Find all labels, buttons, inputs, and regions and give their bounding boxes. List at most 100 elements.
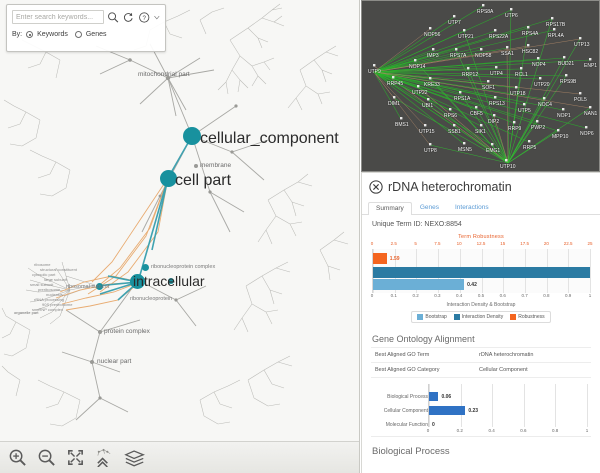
go-category-label: Molecular Function (385, 421, 428, 428)
reset-icon[interactable] (122, 11, 134, 24)
go-plot-area: 0.06 0.23 0 (428, 384, 588, 428)
collapse-icon[interactable] (95, 448, 114, 467)
axis-tick: 10 (456, 241, 462, 246)
tab-genes[interactable]: Genes (419, 203, 439, 211)
axis-tick: 0.8 (552, 428, 559, 433)
close-icon[interactable] (369, 180, 383, 194)
go-category-chart: 0.06 0.23 0 0 0.2 0.4 0.6 0.8 1 Biological Proc… (371, 384, 591, 436)
legend-swatch (417, 314, 424, 320)
radio-genes-label: Genes (85, 31, 107, 38)
zoom-out-icon[interactable] (37, 448, 56, 467)
table-row: Best Aligned GO Category Cellular Compon… (371, 363, 591, 378)
grid-line (429, 384, 430, 427)
tree-graph[interactable] (0, 0, 360, 473)
term-robustness-title: Term Robustness (458, 234, 504, 240)
axis-tick: 0 (370, 293, 374, 298)
help-icon[interactable]: ? (138, 11, 150, 24)
search-input[interactable] (12, 10, 104, 24)
density-axis-ticks: 0 0.1 0.2 0.3 0.4 0.5 0.6 0.7 0.8 0.9 1 (370, 293, 592, 301)
go-category-key: Best Aligned GO Category (375, 367, 440, 373)
axis-tick: 0.3 (434, 293, 441, 298)
axis-tick: 0.2 (412, 293, 419, 298)
search-row[interactable]: ? (12, 9, 161, 25)
bar-robustness (373, 253, 387, 264)
legend-item: Bootstrap (417, 314, 447, 320)
grid-line (492, 384, 494, 427)
axis-tick: 0.6 (520, 428, 527, 433)
network-graph[interactable] (362, 1, 600, 172)
term-detail-panel[interactable]: rDNA heterochromatin Summary Genes Inter… (361, 172, 600, 473)
axis-tick: 0.4 (488, 428, 495, 433)
go-category-label: Biological Process (387, 393, 428, 400)
axis-tick: 17.5 (520, 241, 529, 246)
search-by-row[interactable]: By: Keywords Genes (12, 31, 109, 38)
search-icon[interactable] (107, 11, 119, 24)
axis-tick: 7.5 (434, 241, 441, 246)
go-category-label: Cellular Component (383, 407, 428, 414)
tree-node-cellular-component[interactable] (183, 127, 201, 145)
tree-node-intracellular[interactable] (130, 274, 145, 289)
expand-icon[interactable] (153, 11, 161, 24)
tab-summary[interactable]: Summary (368, 201, 412, 215)
zoom-in-icon[interactable] (8, 448, 27, 467)
axis-tick: 1 (588, 293, 592, 298)
axis-tick: 0.8 (543, 293, 550, 298)
axis-tick: 0 (426, 428, 430, 433)
axis-tick: 2.5 (390, 241, 397, 246)
tree-node-rnp-complex[interactable] (142, 264, 149, 271)
go-category-value: Cellular Component (479, 367, 528, 373)
axis-tick: 0.4 (456, 293, 463, 298)
go-bar-value: 0 (432, 421, 435, 428)
metrics-x-axis-label: Interaction Density & Bootstrap (446, 302, 516, 308)
term-id-text: Unique Term ID: NEXO:8854 (372, 221, 462, 228)
go-bar (429, 406, 466, 415)
axis-tick: 15 (500, 241, 506, 246)
go-bar (429, 392, 439, 401)
bar-value: 1.59 (389, 255, 400, 262)
tree-node-cell-part[interactable] (160, 170, 177, 187)
grid-line (590, 249, 591, 293)
metrics-legend: Bootstrap Interaction Density Robustness (411, 311, 551, 323)
axis-tick: 0.5 (477, 293, 485, 298)
go-bar-value: 0.06 (441, 393, 452, 400)
detail-tabs[interactable]: Summary Genes Interactions (362, 198, 600, 215)
legend-label: Robustness (518, 314, 545, 320)
axis-tick: 1 (585, 428, 589, 433)
term-metrics-chart: Term Robustness 0 2.5 5 7.5 10 12.5 15 17.5 20 22… (370, 232, 593, 327)
axis-tick: 22.5 (563, 241, 573, 246)
axis-tick: 12.5 (476, 241, 486, 246)
ontology-tree-panel[interactable]: cellular_component cell part intracellul… (0, 0, 360, 473)
grid-line (523, 384, 525, 427)
layers-icon[interactable] (124, 448, 146, 467)
tab-interactions[interactable]: Interactions (454, 203, 489, 211)
radio-genes[interactable] (74, 31, 82, 38)
bar-value: 0.42 (467, 281, 477, 288)
tree-node-ribosomal-subunit[interactable] (96, 283, 103, 290)
svg-text:?: ? (142, 15, 146, 22)
grid-line (460, 384, 462, 427)
axis-tick: 20 (543, 241, 549, 246)
tree-toolbar[interactable] (0, 441, 359, 473)
radio-keywords-label: Keywords (37, 31, 68, 38)
detail-header: rDNA heterochromatin (362, 173, 600, 198)
go-alignment-table: Best Aligned GO Term rDNA heterochromati… (371, 347, 591, 378)
tree-node-cluster-node[interactable] (168, 278, 174, 284)
axis-tick: 0.9 (565, 293, 572, 298)
bar-bootstrap (373, 279, 465, 290)
grid-line (555, 384, 557, 427)
go-bar-value: 0.23 (468, 407, 479, 414)
table-row: Best Aligned GO Term rDNA heterochromati… (371, 348, 591, 363)
fit-screen-icon[interactable] (66, 448, 85, 467)
tree-dense-label-cluster: ribosome structural constituent cytosoli… (30, 262, 77, 312)
radio-keywords[interactable] (26, 31, 34, 38)
axis-tick: 5 (414, 241, 417, 246)
metrics-plot-area: 1.59 0.42 (372, 249, 591, 293)
axis-tick: 0.6 (499, 293, 506, 298)
search-panel[interactable]: NeXO ? By: (6, 0, 166, 52)
legend-item: Interaction Density (453, 314, 503, 320)
legend-swatch (453, 314, 460, 320)
interaction-network-panel[interactable]: UTP9 RPS8A UTP6 UTP7 RPS17B NOP56 UTP21 RPS22A R… (361, 0, 600, 172)
search-by-label: By: (12, 31, 23, 38)
legend-swatch (510, 314, 517, 320)
